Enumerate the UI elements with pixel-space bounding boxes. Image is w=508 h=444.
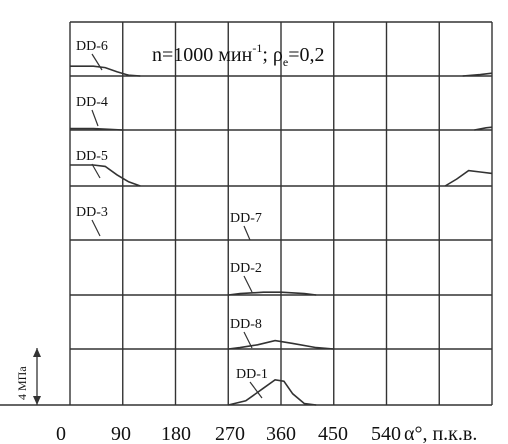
series-leader-dd-7 (243, 225, 251, 241)
chart-grid (0, 21, 493, 406)
scale-bar-label: 4 МПа (15, 366, 29, 400)
chart-series-labels: DD-6 DD-4 DD-5 DD-3 DD-7 DD-2 DD-8 DD-1 (76, 39, 268, 399)
series-trace-dd-8 (228, 339, 334, 350)
series-leader-dd-6 (91, 53, 103, 71)
scale-bar-top-arrow (33, 348, 41, 357)
series-label-dd-3: DD-3 (76, 205, 108, 220)
x-tick-label: 180 (161, 423, 191, 444)
scale-bar-bottom-arrow (33, 396, 41, 405)
x-tick-label: 270 (215, 423, 245, 444)
series-label-dd-7: DD-7 (230, 211, 262, 226)
series-trace-dd-1 (228, 378, 317, 406)
series-label-dd-6: DD-6 (76, 39, 108, 54)
series-leader-dd-4 (91, 109, 99, 127)
x-tick-label: 540 (371, 423, 401, 444)
series-label-dd-4: DD-4 (76, 95, 108, 110)
series-label-dd-1: DD-1 (236, 367, 268, 382)
series-trace-dd-5 (70, 164, 141, 187)
x-axis-label: α°, п.к.в. (404, 423, 477, 444)
series-trace-dd-4 (70, 127, 123, 131)
series-trace-dd-6 (70, 65, 141, 77)
series-label-dd-5: DD-5 (76, 149, 108, 164)
series-trace-dd-4 (474, 126, 493, 131)
x-tick-label: 450 (318, 423, 348, 444)
x-tick-labels: 0 90 180 270 360 450 540 (56, 423, 401, 444)
series-leader-dd-8 (243, 331, 253, 349)
series-trace-dd-6 (462, 72, 493, 77)
chart-title-superscript: -1 (252, 41, 262, 55)
series-trace-dd-2 (228, 291, 317, 296)
scale-bar: 4 МПа (15, 348, 41, 405)
x-tick-label: 360 (266, 423, 296, 444)
series-label-dd-8: DD-8 (230, 317, 262, 332)
series-leader-dd-2 (243, 275, 253, 293)
chart-traces (70, 65, 493, 406)
series-trace-dd-5 (444, 169, 493, 187)
x-tick-label: 0 (56, 423, 66, 444)
series-label-dd-2: DD-2 (230, 261, 262, 276)
series-leader-dd-5 (91, 163, 101, 179)
chart-title-subscript: e (283, 55, 288, 69)
x-tick-label: 90 (111, 423, 131, 444)
series-leader-dd-1 (249, 381, 263, 399)
chart-title: n=1000 мин-1; ρe=0,2 (152, 41, 325, 69)
series-leader-dd-3 (91, 219, 101, 237)
